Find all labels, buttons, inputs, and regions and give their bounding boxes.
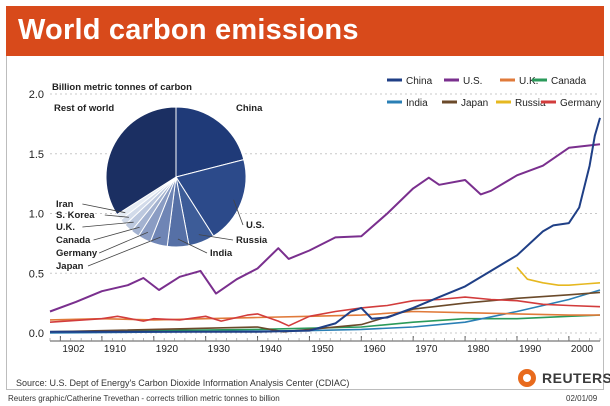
source-note: Source: U.S. Dept of Energy's Carbon Dio…	[16, 378, 350, 388]
legend-label: U.S.	[463, 76, 482, 87]
y-tick-label: 1.0	[29, 209, 44, 221]
pie-label: Canada	[56, 235, 91, 246]
y-tick-label: 0.0	[29, 328, 44, 340]
pie-label: Russia	[236, 235, 268, 246]
x-tick-label: 1960	[363, 344, 386, 355]
pie-leader-line	[87, 236, 161, 267]
pie-leader-line	[198, 234, 234, 241]
pie-label: Germany	[56, 248, 98, 259]
x-tick-label: 1990	[519, 344, 542, 355]
y-tick-label: 0.5	[29, 268, 44, 280]
x-tick-label: 2000	[571, 344, 594, 355]
reuters-icon	[518, 369, 536, 387]
legend-label: Germany	[560, 98, 601, 109]
x-tick-label: 1920	[156, 344, 179, 355]
legend-label: Russia	[515, 98, 546, 109]
pie-label: India	[210, 248, 233, 259]
legend-label: U.K.	[519, 76, 538, 87]
series-line-canada	[49, 314, 601, 333]
series-line-russia	[516, 266, 601, 286]
pie-label: China	[236, 103, 263, 114]
pie-leader-line	[93, 226, 140, 241]
chart-frame	[6, 6, 604, 390]
legend-label: Canada	[551, 76, 586, 87]
x-tick-label: 1910	[104, 344, 127, 355]
pie-slice	[175, 106, 245, 178]
legend-label: Japan	[461, 98, 488, 109]
x-tick-label: 1950	[311, 344, 334, 355]
pie-slice	[105, 106, 177, 216]
x-tick-label: 1940	[260, 344, 283, 355]
pie-slice	[175, 158, 247, 237]
pie-label: Japan	[56, 261, 84, 272]
x-tick-label: 1970	[415, 344, 438, 355]
y-tick-label: 2.0	[29, 89, 44, 101]
series-line-uk	[49, 310, 600, 321]
series-line-india	[49, 289, 601, 334]
pie-label: Iran	[56, 199, 74, 210]
pie-leader-line	[177, 238, 208, 254]
footer-date: 02/01/09	[566, 394, 598, 403]
reuters-logo: REUTERS	[518, 367, 610, 389]
series-line-us	[49, 143, 601, 313]
pie-label: U.S.	[246, 220, 264, 231]
pie-label: S. Korea	[56, 210, 95, 221]
legend-label: India	[406, 98, 428, 109]
pie-leader-line	[104, 214, 129, 218]
x-tick-label: 1930	[208, 344, 231, 355]
pie-label: Rest of world	[54, 103, 114, 114]
x-tick-label: 1902	[62, 344, 85, 355]
title-bar: World carbon emissions	[6, 6, 604, 56]
pie-leader-line	[82, 203, 126, 214]
pie-leader-line	[233, 199, 244, 226]
legend-label: China	[406, 76, 433, 87]
footer-credit: Reuters graphic/Catherine Trevethan - co…	[8, 394, 280, 403]
x-tick-label: 1980	[467, 344, 490, 355]
pie-label: U.K.	[56, 222, 75, 233]
pie-leader-line	[82, 221, 134, 228]
pie-leader-line	[99, 231, 149, 254]
series-line-germany	[49, 296, 601, 327]
y-tick-label: 1.5	[29, 149, 44, 161]
series-line-china	[50, 117, 601, 333]
y-axis-label: Billion metric tonnes of carbon	[52, 82, 192, 93]
reuters-brand: REUTERS	[542, 370, 610, 386]
chart-title: World carbon emissions	[18, 14, 359, 46]
